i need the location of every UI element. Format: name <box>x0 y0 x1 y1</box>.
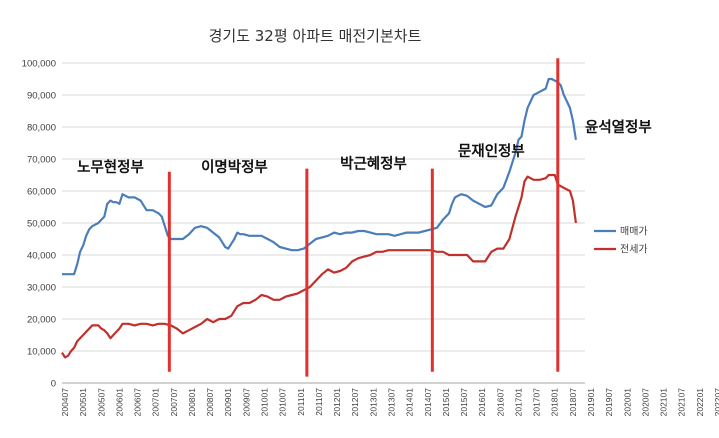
y-tick-label: 60,000 <box>27 187 56 198</box>
y-tick-label: 100,000 <box>22 59 56 70</box>
era-label: 윤석열정부 <box>585 118 652 136</box>
x-tick-label: 200707 <box>169 388 179 417</box>
x-tick-label: 202107 <box>677 388 687 417</box>
chart-title: 경기도 32평 아파트 매전기본차트 <box>209 27 422 45</box>
x-tick-label: 200607 <box>133 388 143 417</box>
era-label: 박근혜정부 <box>340 155 407 173</box>
x-tick-label: 201607 <box>495 388 505 417</box>
x-tick-label: 201701 <box>513 388 523 417</box>
x-tick-label: 200907 <box>241 388 251 417</box>
era-annotations: 노무현정부 이명박정부 박근혜정부 문재인정부 윤석열정부 <box>77 118 652 176</box>
legend-entry: 매매가 <box>620 226 648 238</box>
era-label: 노무현정부 <box>77 158 144 176</box>
y-tick-label: 10,000 <box>27 347 56 358</box>
series-lines <box>61 77 577 359</box>
x-tick-label: 201307 <box>386 388 396 417</box>
x-tick-label: 200801 <box>187 388 197 417</box>
x-tick-label: 200601 <box>114 388 124 417</box>
x-tick-label: 201601 <box>477 388 487 417</box>
x-tick-label: 200501 <box>78 388 88 417</box>
x-tick-label: 200807 <box>205 388 215 417</box>
x-tick-label: 200407 <box>60 388 70 417</box>
x-tick-label: 201007 <box>278 388 288 417</box>
x-tick-label: 201001 <box>260 388 270 417</box>
x-tick-label: 201101 <box>296 388 306 416</box>
era-label: 문재인정부 <box>458 142 525 160</box>
y-tick-label: 80,000 <box>27 123 56 134</box>
y-tick-label: 30,000 <box>27 283 56 294</box>
x-tick-label: 200701 <box>151 388 161 417</box>
x-tick-label: 201901 <box>586 388 596 417</box>
x-tick-label: 202207 <box>713 388 719 417</box>
x-tick-label: 201401 <box>405 388 415 417</box>
series-line-jeonse-price <box>61 173 577 359</box>
x-tick-label: 202007 <box>640 388 650 417</box>
x-tick-label: 201407 <box>423 388 433 417</box>
y-tick-label: 40,000 <box>27 251 56 262</box>
x-tick-label: 202101 <box>659 388 669 417</box>
y-tick-label: 20,000 <box>27 315 56 326</box>
x-tick-label: 201207 <box>350 388 360 417</box>
y-tick-label: 50,000 <box>27 219 56 230</box>
x-tick-label: 200901 <box>223 388 233 417</box>
x-tick-label: 202001 <box>622 388 632 417</box>
y-tick-label: 0 <box>51 379 56 390</box>
x-tick-label: 201107 <box>314 388 324 416</box>
y-tick-label: 90,000 <box>27 91 56 102</box>
x-tick-label: 201201 <box>332 388 342 417</box>
era-label: 이명박정부 <box>201 158 268 176</box>
x-tick-label: 201807 <box>568 388 578 417</box>
x-tick-label: 200507 <box>96 388 106 417</box>
x-tick-label: 201801 <box>550 388 560 417</box>
x-tick-label: 201501 <box>441 388 451 417</box>
y-axis: 0 10,000 20,000 30,000 40,000 50,000 60,000 70,… <box>22 59 56 390</box>
gridlines <box>62 62 585 384</box>
x-tick-label: 201507 <box>459 388 469 417</box>
x-tick-label: 201301 <box>368 388 378 417</box>
x-tick-label: 201707 <box>532 388 542 417</box>
series-line-sale-price <box>62 77 577 276</box>
legend-entry: 전세가 <box>620 244 648 256</box>
era-markers <box>167 58 560 377</box>
y-tick-label: 70,000 <box>27 155 56 166</box>
x-tick-label: 202201 <box>695 388 705 417</box>
x-tick-label: 201907 <box>604 388 614 417</box>
x-axis: 200407 200501 200507 200601 200607 200701 2007… <box>60 388 719 417</box>
